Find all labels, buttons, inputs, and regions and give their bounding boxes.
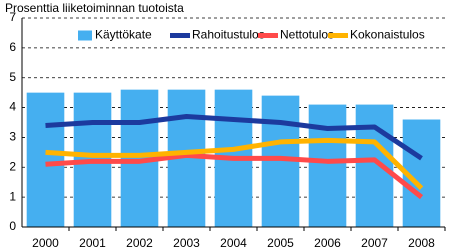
y-tick-label: 0 [9,219,16,233]
y-tick-label: 2 [9,159,16,173]
bar [308,104,347,227]
y-tick-label: 5 [9,70,16,84]
x-tick-label: 2006 [314,236,341,250]
bar [355,104,394,227]
legend-label: Kokonaistulos [350,28,425,42]
x-tick-label: 2003 [173,236,200,250]
x-tick-label: 2005 [267,236,294,250]
line [45,152,424,200]
chart-title: Prosenttia liiketoiminnan tuotoista [5,1,184,15]
bar [26,92,65,228]
y-tick-label: 4 [9,100,16,114]
legend-label: Käyttökate [95,28,152,42]
legend-label: Nettotulos [280,28,334,42]
line [45,114,423,161]
line [45,137,424,190]
x-tick-label: 2007 [361,236,388,250]
legend-swatch [78,30,92,41]
x-tick-label: 2002 [126,236,153,250]
x-tick-label: 2000 [32,236,59,250]
y-tick-label: 7 [9,10,16,24]
y-tick-label: 6 [9,40,16,54]
x-tick-label: 2004 [220,236,247,250]
y-tick-label: 3 [9,130,16,144]
x-tick-label: 2008 [408,236,435,250]
legend-label: Rahoitustulos [192,28,265,42]
y-tick-label: 1 [9,189,16,203]
x-tick-label: 2001 [79,236,106,250]
